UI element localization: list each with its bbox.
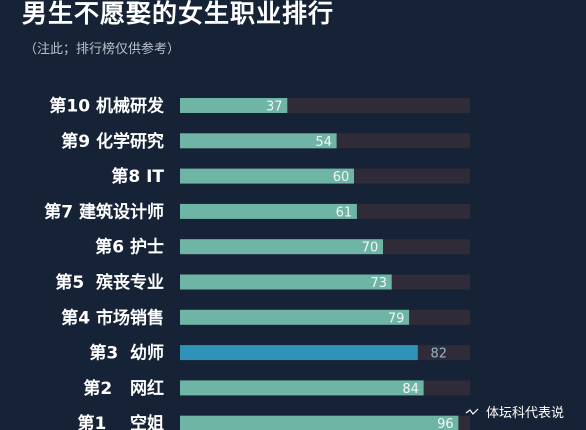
bar (180, 345, 418, 361)
category-label: 第4 市场销售 (61, 307, 164, 328)
value-label: 70 (362, 241, 379, 256)
category-label: 第1 空姐 (77, 413, 164, 430)
category-label: 第10 机械研发 (49, 96, 165, 117)
watermark: 体坛科代表说 (486, 406, 565, 421)
bar (180, 415, 459, 430)
value-label: 61 (336, 205, 353, 220)
value-label: 84 (402, 382, 419, 397)
chart-subtitle: （注此；排行榜仅供参考） (24, 42, 181, 57)
value-label: 54 (315, 135, 332, 150)
category-label: 第8 IT (111, 166, 164, 187)
bar (180, 239, 383, 255)
category-label: 第2 网红 (83, 378, 164, 399)
bar (180, 168, 354, 184)
value-label: 96 (437, 417, 454, 430)
category-label: 第6 护士 (95, 237, 164, 258)
category-label: 第9 化学研究 (61, 131, 164, 152)
bar (180, 380, 424, 396)
watermark-logo-icon (465, 408, 479, 415)
value-label: 37 (266, 100, 283, 115)
value-label: 82 (431, 347, 448, 362)
category-label: 第5 殡丧专业 (55, 272, 164, 293)
value-label: 79 (388, 311, 405, 326)
value-label: 60 (333, 170, 350, 185)
bar (180, 274, 392, 290)
bar (180, 98, 288, 113)
bar (180, 309, 410, 325)
value-label: 73 (370, 276, 387, 291)
chart-title: 男生不愿娶的女生职业排行 (22, 0, 335, 28)
bar (180, 133, 337, 149)
bar (180, 203, 357, 219)
category-label: 第7 建筑设计师 (44, 201, 164, 222)
category-label: 第3 幼师 (89, 343, 164, 364)
